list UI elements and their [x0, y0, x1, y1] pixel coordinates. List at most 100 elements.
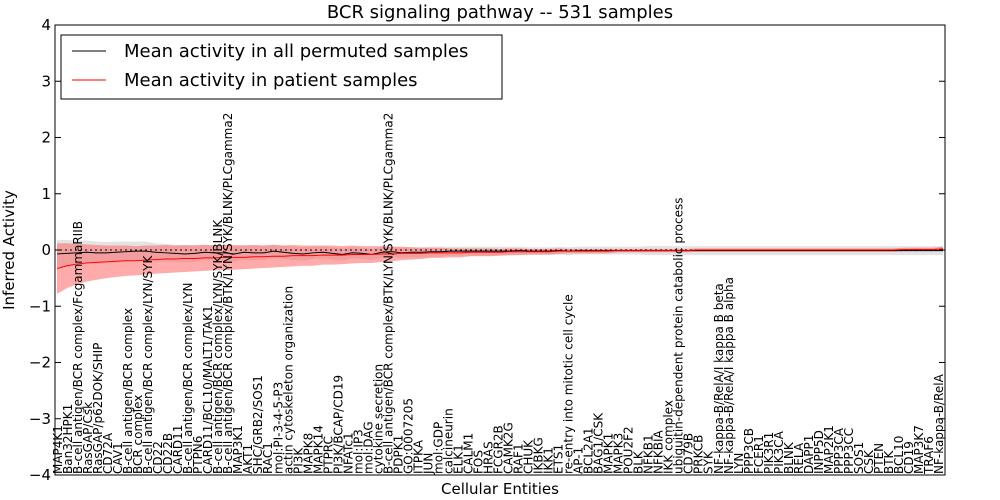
x-tick-label: DAPP1	[802, 435, 816, 474]
x-tick-label: RasGAP/p62DOK/SHIP	[91, 343, 105, 474]
y-tick-label: −1	[29, 297, 51, 315]
x-tick-label: MAPK8	[301, 433, 315, 474]
x-tick-label: INPP5D	[812, 430, 826, 474]
x-tick-label: MAP2K1	[822, 425, 836, 474]
x-tick-label: NFATc1	[341, 432, 355, 474]
y-tick-label: 1	[41, 185, 51, 203]
x-tick-label: CD72A	[101, 432, 115, 474]
x-tick-label: B-cell antigen/BCR complex/LYN/SYK/BLNK	[211, 219, 225, 474]
x-tick-label: PPP3CA	[832, 427, 846, 474]
x-tick-label: CD19	[902, 441, 916, 474]
x-tick-label: ubiquitin-dependent protein catabolic pr…	[672, 198, 686, 474]
y-tick-label: −3	[29, 410, 51, 428]
x-tick-label: actin cytoskeleton organization	[281, 286, 295, 474]
x-tick-label: NF-kappa-B/RelA	[932, 373, 946, 474]
x-tick-label: B-cell antigen/BCR complex/FcgammaRIIB	[71, 221, 85, 474]
y-axis: −4 −3 −2 −1 0 1 2 3 4	[29, 16, 945, 484]
x-tick-label: B-cell antigen/BCR complex	[121, 308, 135, 474]
x-tick-label: BAG1/CSK	[592, 412, 606, 474]
x-tick-label: BLK	[632, 450, 646, 474]
x-tick-label: PIK3CA	[772, 430, 786, 474]
x-axis-label: Cellular Entities	[441, 480, 559, 498]
x-tick-label: CD79B	[682, 433, 696, 474]
x-tick-label: mol:IP3	[351, 429, 365, 474]
x-tick-label: IKK complex	[662, 400, 676, 474]
x-tick-label: CD22B	[161, 433, 175, 474]
x-tick-label: CAMK2G	[502, 422, 516, 474]
x-tick-label: AKT1	[241, 444, 255, 474]
x-tick-label: MAPK1	[602, 433, 616, 474]
x-tick-label: IKK1	[542, 447, 556, 474]
x-tick-label: FOS	[471, 450, 485, 474]
x-tick-label: BCL10	[892, 436, 906, 474]
x-tick-label: PPP3CC	[842, 428, 856, 474]
x-tick-label: B-cell antigen/BCR complex/LYN	[181, 282, 195, 474]
x-tick-label: AP-1	[572, 447, 586, 474]
x-tick-label: PI3K	[291, 447, 305, 474]
x-tick-label: PTPN6	[191, 436, 205, 474]
legend-box	[60, 34, 503, 100]
chart-title: BCR signaling pathway -- 531 samples	[327, 2, 673, 23]
x-tick-label: CD22	[151, 441, 165, 474]
x-tick-label: SHC/GRB2/SOS1	[251, 375, 265, 474]
x-tick-label: mol:GDP	[431, 422, 445, 474]
x-tick-label: PTEN	[872, 443, 886, 474]
y-tick-label: 4	[41, 16, 51, 34]
x-tick-label: PI3K/BCAP/CD19	[331, 375, 345, 474]
x-tick-label: RAC1	[261, 442, 275, 474]
x-tick-label: FCGR2B	[492, 425, 506, 474]
y-tick-label: 0	[41, 241, 51, 259]
legend-label-patient: Mean activity in patient samples	[124, 70, 418, 91]
x-tick-label: ETS1	[552, 444, 566, 474]
x-tick-label: IKBKG	[532, 437, 546, 474]
x-tick-label: FCER1	[752, 435, 766, 474]
x-tick-label: mol:PI-3-4-5-P3	[271, 382, 285, 474]
x-tick-label: JUN	[421, 453, 435, 475]
x-tick-label: B-cell antigen/BCR complex/BTK/LYN/SYK/B…	[381, 113, 395, 474]
x-tick-label: re-entry into mitotic cell cycle	[562, 294, 576, 474]
y-tick-label: −4	[29, 466, 51, 484]
x-tick-label: RELA	[792, 442, 806, 474]
y-tick-label: 3	[41, 72, 51, 90]
x-tick-label: SOS1	[852, 442, 866, 474]
x-tick-label: MAP3K7	[912, 425, 926, 474]
x-tick-label: RAF1	[512, 443, 526, 474]
x-tick-label: calcineurin	[441, 408, 455, 474]
x-tick-label: BTK	[882, 449, 896, 474]
x-tick-label: CHUK	[522, 439, 536, 474]
x-tick-label: ELK1	[451, 444, 465, 474]
x-tick-label: RasGAP/Csk	[81, 402, 95, 474]
legend-label-permuted: Mean activity in all permuted samples	[124, 41, 468, 62]
x-tick-label: ITPKA	[411, 439, 425, 474]
legend: Mean activity in all permuted samples Me…	[60, 34, 503, 100]
x-tick-label: PTPRC	[321, 436, 335, 474]
x-tick-label: CARD11/BCL10/MALT1/TAK1	[201, 305, 215, 474]
x-tick-label: BCR complex	[131, 395, 145, 474]
y-axis-label: Inferred Activity	[0, 190, 18, 310]
x-tick-label: MAP3K1	[231, 425, 245, 474]
x-tick-label: LYN	[732, 453, 746, 474]
x-tick-label: CARD11	[171, 425, 185, 474]
x-tick-label: NFKB1	[642, 434, 656, 474]
x-tick-label: PDPK1	[391, 435, 405, 474]
x-tick-label: cytokine secretion	[371, 364, 385, 474]
x-tick-label: POU2F2	[622, 426, 636, 474]
x-tick-label: CSK	[862, 449, 876, 474]
x-tick-label: mol:DAG	[361, 421, 375, 474]
x-tick-label: GO:0007205	[401, 398, 415, 474]
x-tick-label: BLNK	[782, 441, 796, 474]
y-tick-label: 2	[41, 129, 51, 147]
x-tick-label: Ban32HPK1	[61, 404, 75, 474]
x-tick-label: SYK	[702, 450, 716, 474]
x-tick-label: MAPK14	[311, 425, 325, 474]
x-tick-label: B-cell antigen/BCR complex/BTK/LYN/SYK/B…	[221, 113, 235, 474]
line-series-0	[56, 250, 943, 256]
x-tick-label: NFKBIA	[652, 429, 666, 474]
x-tick-label: B-cell antigen/BCR complex/LYN/SYK	[141, 254, 155, 474]
x-tick-label: NF-kappa-B/RelA/I kappa B beta	[712, 283, 726, 474]
x-tick-label: HRAS	[481, 441, 495, 474]
series-lines	[56, 248, 944, 270]
line-series-1	[56, 248, 944, 270]
